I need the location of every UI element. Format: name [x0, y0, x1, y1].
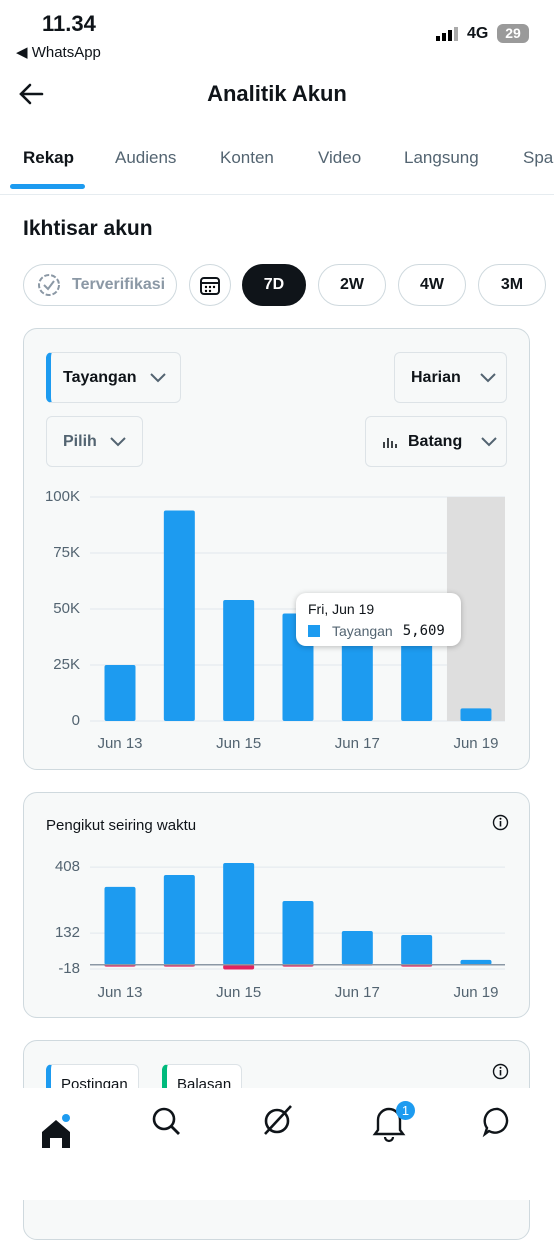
messages-icon[interactable]: [482, 1107, 509, 1138]
time: 11.34: [42, 11, 96, 36]
bar: [282, 901, 314, 965]
y-tick-label: 132: [55, 924, 80, 941]
y-tick-label: 0: [72, 712, 80, 729]
back-app[interactable]: ◀ WhatsApp: [16, 44, 101, 61]
divider: [0, 194, 554, 195]
home-icon[interactable]: [42, 1114, 70, 1148]
tooltip: Fri, Jun 19 Tayangan 5,609: [296, 593, 461, 646]
signal-icon: [436, 27, 458, 41]
style-dropdown[interactable]: Batang: [365, 416, 507, 467]
bar: [401, 626, 433, 721]
verified-label: Terverifikasi: [72, 276, 166, 293]
network: 4G: [467, 25, 489, 42]
chevron: [149, 372, 166, 382]
y-tick-label: 50K: [53, 600, 80, 617]
notifications-icon[interactable]: [372, 1107, 406, 1143]
battery: 29: [497, 24, 529, 43]
x-tick-label: Jun 17: [335, 735, 380, 752]
bar: [163, 874, 195, 965]
tab[interactable]: Langsung: [404, 148, 479, 167]
calendar-icon: [200, 277, 220, 295]
page: {"status":{"time":"11.34","back":"◀ What…: [0, 11, 554, 1240]
interval-dropdown[interactable]: Harian: [394, 352, 507, 403]
range-pill[interactable]: 2W: [318, 264, 386, 306]
tooltip-value: 5,609: [402, 623, 445, 639]
range-pill[interactable]: 3M: [478, 264, 546, 306]
tab[interactable]: Konten: [220, 148, 274, 167]
info-icon[interactable]: [492, 814, 509, 831]
y-tick-label: 408: [55, 858, 80, 875]
notification-badge: 1: [396, 1101, 415, 1120]
calendar-button[interactable]: [189, 264, 231, 306]
tooltip-series: Tayangan: [332, 623, 393, 639]
verified-icon: [38, 274, 60, 296]
tooltip-title: Fri, Jun 19: [308, 601, 375, 617]
y-tick-label: 25K: [53, 656, 80, 673]
tab-indicator: [10, 184, 85, 189]
style-label: Batang: [408, 432, 463, 450]
back-arrow[interactable]: [18, 82, 46, 106]
x-tick-label: Jun 15: [216, 735, 261, 752]
bar: [460, 959, 492, 965]
tab[interactable]: Spa: [523, 148, 554, 167]
bar: [223, 863, 255, 965]
chevron: [481, 436, 497, 446]
y-tick-label: -18: [58, 960, 80, 977]
bar: [104, 886, 136, 965]
tooltip-swatch: [308, 625, 320, 637]
chevron: [480, 372, 496, 382]
x-tick-label: Jun 15: [216, 984, 261, 1001]
x-tick-label: Jun 19: [453, 984, 498, 1001]
metric-label: Tayangan: [63, 368, 137, 386]
bar: [223, 964, 255, 970]
x-tick-label: Jun 19: [453, 735, 498, 752]
nav-icons: [42, 1105, 509, 1148]
tab[interactable]: Video: [318, 148, 362, 167]
verified-filter[interactable]: Terverifikasi: [23, 264, 177, 306]
metric-dropdown[interactable]: Tayangan: [46, 352, 181, 403]
tab[interactable]: Rekap: [23, 148, 75, 167]
chart-title: Pengikut seiring waktu: [46, 817, 197, 834]
bar: [401, 935, 433, 965]
search-icon[interactable]: [152, 1107, 180, 1135]
bar: [341, 930, 373, 965]
bar: [163, 510, 195, 721]
page-title: Analitik Akun: [207, 81, 347, 106]
range-pill[interactable]: 7D: [242, 264, 306, 306]
bar: [223, 600, 255, 721]
x-tick-label: Jun 13: [97, 735, 142, 752]
select-dropdown[interactable]: Pilih: [46, 416, 143, 467]
bottom-nav: 1: [0, 1088, 554, 1200]
section-title: Ikhtisar akun: [23, 217, 153, 240]
info-icon[interactable]: [492, 1063, 509, 1080]
select-label: Pilih: [63, 432, 97, 450]
grok-icon[interactable]: [264, 1105, 292, 1135]
bar-icon: [383, 437, 397, 448]
range-pill[interactable]: 4W: [398, 264, 466, 306]
y-tick-label: 100K: [45, 488, 80, 505]
interval-label: Harian: [411, 368, 461, 386]
x-tick-label: Jun 17: [335, 984, 380, 1001]
charts: 0 25K 50K 75K 100K Jun 13 Jun 15 Jun 17 Jun 19 -1…: [45, 488, 505, 1001]
bar: [104, 665, 136, 721]
x-tick-label: Jun 13: [97, 984, 142, 1001]
bar: [460, 708, 492, 721]
y-tick-label: 75K: [53, 544, 80, 561]
chevron: [110, 436, 126, 446]
tab[interactable]: Audiens: [115, 148, 177, 167]
